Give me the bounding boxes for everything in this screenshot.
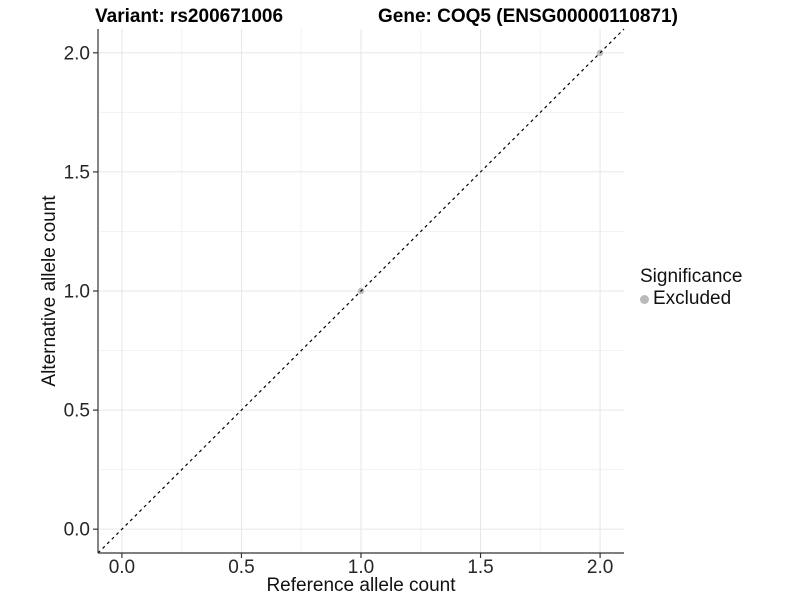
legend-item-excluded: Excluded xyxy=(640,288,742,310)
legend-item-label: Excluded xyxy=(653,288,732,309)
y-axis-title: Alternative allele count xyxy=(39,195,60,387)
y-tick-label: 2.0 xyxy=(64,43,90,64)
legend: Significance Excluded xyxy=(640,266,742,310)
y-tick-label: 1.0 xyxy=(64,282,90,303)
identity-line xyxy=(97,28,625,554)
y-tick-label: 0.0 xyxy=(64,520,90,541)
x-tick-label: 1.0 xyxy=(348,557,374,578)
legend-title: Significance xyxy=(640,266,743,287)
x-tick-label: 1.5 xyxy=(467,557,493,578)
y-tick-label: 0.5 xyxy=(64,401,90,422)
x-tick-label: 0.0 xyxy=(109,557,135,578)
x-tick-label: 2.0 xyxy=(587,557,613,578)
x-tick-label: 0.5 xyxy=(228,557,254,578)
plot-title-variant: Variant: rs200671006 xyxy=(95,6,284,27)
y-tick-label: 1.5 xyxy=(64,162,90,183)
plot-title-gene: Gene: COQ5 (ENSG00000110871) xyxy=(378,6,678,27)
legend-point-icon xyxy=(640,294,649,304)
x-axis-title: Reference allele count xyxy=(266,575,456,596)
